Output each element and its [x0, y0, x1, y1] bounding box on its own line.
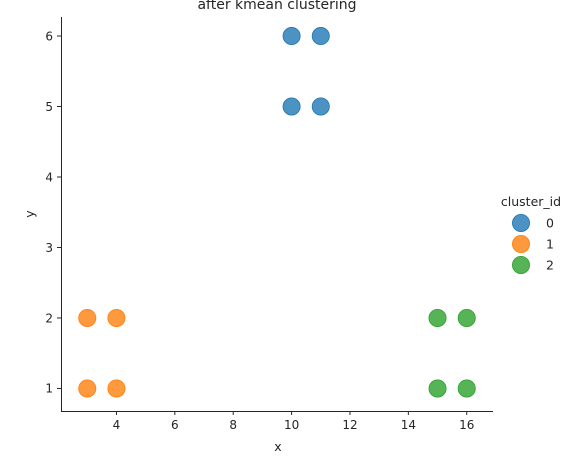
scatter-point-cluster-1-2 — [78, 379, 97, 398]
legend-label-cluster-1: 1 — [546, 237, 554, 252]
scatter-point-cluster-0-2 — [282, 97, 301, 116]
x-axis-label: x — [274, 439, 281, 454]
x-tick-label-10: 10 — [284, 418, 299, 432]
scatter-point-cluster-2-3 — [457, 379, 476, 398]
legend-marker-cluster-0 — [512, 213, 531, 232]
x-axis-ticks: 4 6 8 10 12 14 16 — [113, 411, 474, 432]
scatter-point-cluster-1-0 — [78, 308, 97, 327]
scatter-point-cluster-2-0 — [428, 308, 447, 327]
legend-marker-cluster-2 — [512, 255, 531, 274]
y-tick-label-3: 3 — [45, 241, 53, 255]
y-axis-label: y — [22, 210, 37, 218]
scatter-point-cluster-2-1 — [457, 308, 476, 327]
plot-area — [78, 27, 476, 398]
chart-title: after kmean clustering — [197, 0, 356, 13]
legend-label-cluster-2: 2 — [546, 258, 554, 273]
scatter-point-cluster-1-3 — [107, 379, 126, 398]
legend-items: 0 1 2 — [512, 213, 554, 274]
y-tick-label-1: 1 — [45, 382, 53, 396]
legend-label-cluster-0: 0 — [546, 216, 554, 231]
legend-title: cluster_id — [501, 194, 561, 209]
scatter-point-cluster-1-1 — [107, 308, 126, 327]
scatter-point-cluster-0-1 — [311, 27, 330, 46]
scatter-point-cluster-2-2 — [428, 379, 447, 398]
y-tick-label-4: 4 — [45, 170, 53, 184]
scatter-point-cluster-0-0 — [282, 27, 301, 46]
x-tick-label-6: 6 — [171, 418, 179, 432]
x-tick-label-4: 4 — [113, 418, 121, 432]
scatter-point-cluster-0-3 — [311, 97, 330, 116]
x-tick-label-16: 16 — [459, 418, 474, 432]
y-tick-label-2: 2 — [45, 311, 53, 325]
y-tick-label-5: 5 — [45, 100, 53, 114]
x-tick-label-12: 12 — [342, 418, 357, 432]
x-tick-label-8: 8 — [229, 418, 237, 432]
legend: cluster_id 0 1 2 — [501, 194, 561, 274]
y-axis-ticks: 1 2 3 4 5 6 — [45, 29, 61, 396]
y-tick-label-6: 6 — [45, 29, 53, 43]
legend-marker-cluster-1 — [512, 234, 531, 253]
x-tick-label-14: 14 — [401, 418, 416, 432]
